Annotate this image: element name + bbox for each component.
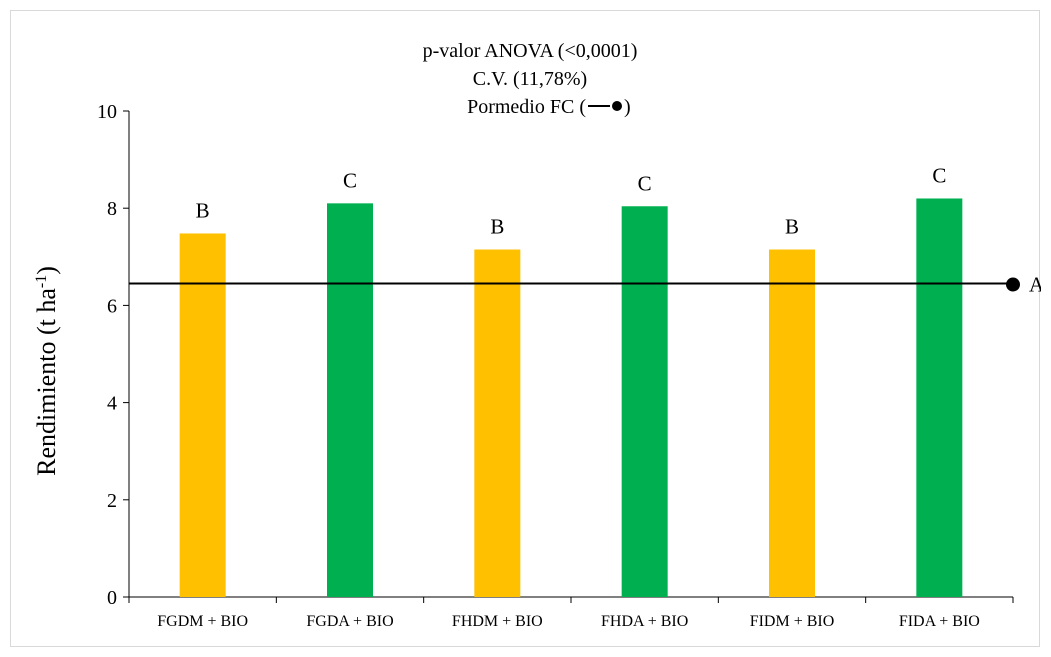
bar-significance-letter: B — [196, 198, 210, 222]
y-tick-label: 6 — [107, 295, 117, 317]
bar — [179, 233, 226, 598]
y-tick-label: 10 — [97, 101, 117, 123]
x-axis-ticks: FGDM + BIO FGDA + BIO FHDM + BIO FHDA + BIO… — [128, 597, 1014, 630]
y-axis-label-sup: -1 — [33, 275, 50, 288]
y-tick-label: 4 — [107, 393, 117, 415]
x-tick-label: FHDA + BIO — [601, 613, 688, 630]
y-axis-label: Rendimiento (t ha — [32, 288, 61, 476]
bar — [621, 206, 668, 598]
bars: B C B C B C — [179, 163, 963, 598]
y-tick-label: 2 — [107, 490, 117, 512]
legend-marker-icon — [612, 101, 622, 111]
bar-chart: p-valor ANOVA (<0,0001) C.V. (11,78%) Po… — [32, 40, 1041, 630]
y-tick-label: 8 — [107, 198, 117, 220]
bar — [916, 198, 963, 598]
svg-text:Rendimiento (t ha-1): Rendimiento (t ha-1) — [32, 266, 61, 476]
bar — [769, 249, 815, 597]
chart-frame: p-valor ANOVA (<0,0001) C.V. (11,78%) Po… — [10, 10, 1041, 647]
x-tick-label: FIDA + BIO — [899, 613, 980, 630]
bar — [474, 249, 521, 597]
legend-reference: Pormedio FC ( ) — [467, 96, 631, 118]
reference-letter: A — [1029, 273, 1041, 297]
bar-significance-letter: B — [490, 215, 504, 239]
chart-title: p-valor ANOVA (<0,0001) C.V. (11,78%) Po… — [423, 40, 638, 118]
x-tick-label: FGDM + BIO — [157, 613, 248, 630]
legend-label-end: ) — [624, 96, 631, 118]
reference-line-group: A — [129, 273, 1041, 297]
bar-significance-letter: B — [785, 215, 799, 239]
y-axis-ticks: 0 2 4 6 8 10 — [97, 101, 129, 609]
title-line-cv: C.V. (11,78%) — [473, 68, 587, 90]
y-axis-label-end: ) — [32, 266, 61, 275]
x-tick-label: FIDM + BIO — [750, 613, 835, 630]
title-line-anova: p-valor ANOVA (<0,0001) — [423, 40, 638, 62]
bar-significance-letter: C — [638, 171, 652, 195]
x-tick-label: FHDM + BIO — [452, 613, 543, 630]
bar — [327, 203, 373, 597]
bar-significance-letter: C — [343, 168, 357, 192]
y-axis-title: Rendimiento (t ha-1) — [32, 266, 61, 476]
x-tick-label: FGDA + BIO — [306, 613, 393, 630]
y-tick-label: 0 — [107, 587, 117, 609]
reference-marker — [1006, 277, 1020, 292]
bar-significance-letter: C — [932, 163, 946, 187]
legend-label: Pormedio FC ( — [467, 96, 586, 118]
